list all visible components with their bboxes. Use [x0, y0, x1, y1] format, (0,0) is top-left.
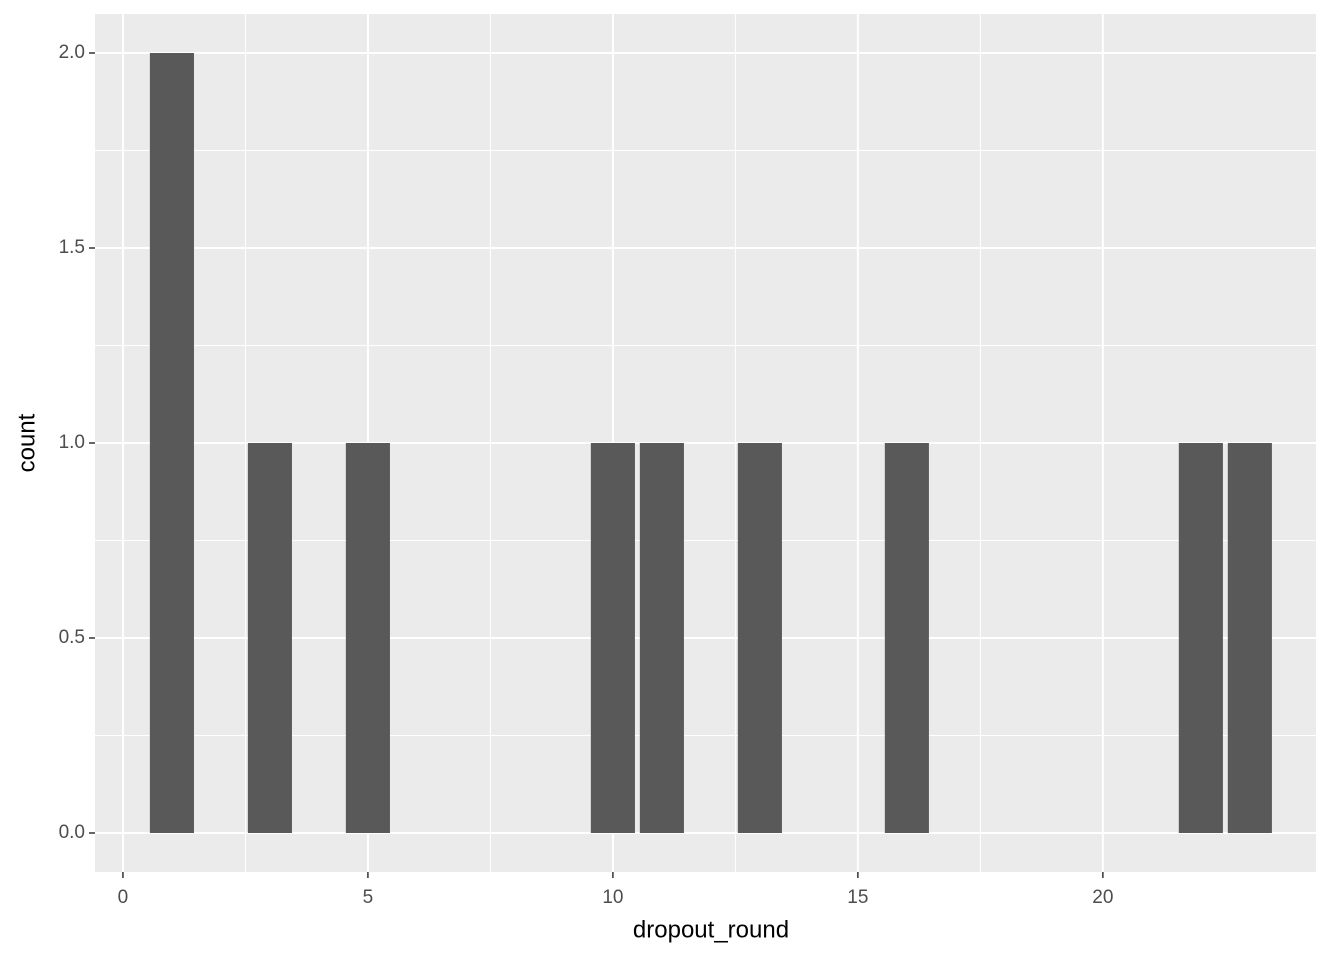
x-tick-label: 5 [363, 887, 374, 908]
y-tick-label: 1.0 [59, 432, 85, 453]
bar [590, 443, 635, 833]
y-tick-label: 1.5 [59, 237, 85, 258]
y-axis-title: count [13, 413, 40, 472]
y-tick-label: 0.5 [59, 627, 85, 648]
x-tick-label: 0 [118, 887, 129, 908]
bar [639, 443, 684, 833]
x-tick-label: 20 [1092, 887, 1113, 908]
bar [247, 443, 292, 833]
bar [884, 443, 929, 833]
bar [737, 443, 782, 833]
x-axis-title: dropout_round [633, 916, 789, 943]
marks [149, 53, 1272, 833]
bar [1178, 443, 1223, 833]
bar [345, 443, 390, 833]
bar [1227, 443, 1272, 833]
x-tick-label: 15 [847, 887, 868, 908]
bar [149, 53, 194, 833]
y-tick-label: 0.0 [59, 822, 85, 843]
y-tick-label: 2.0 [59, 42, 85, 63]
x-tick-label: 10 [602, 887, 623, 908]
